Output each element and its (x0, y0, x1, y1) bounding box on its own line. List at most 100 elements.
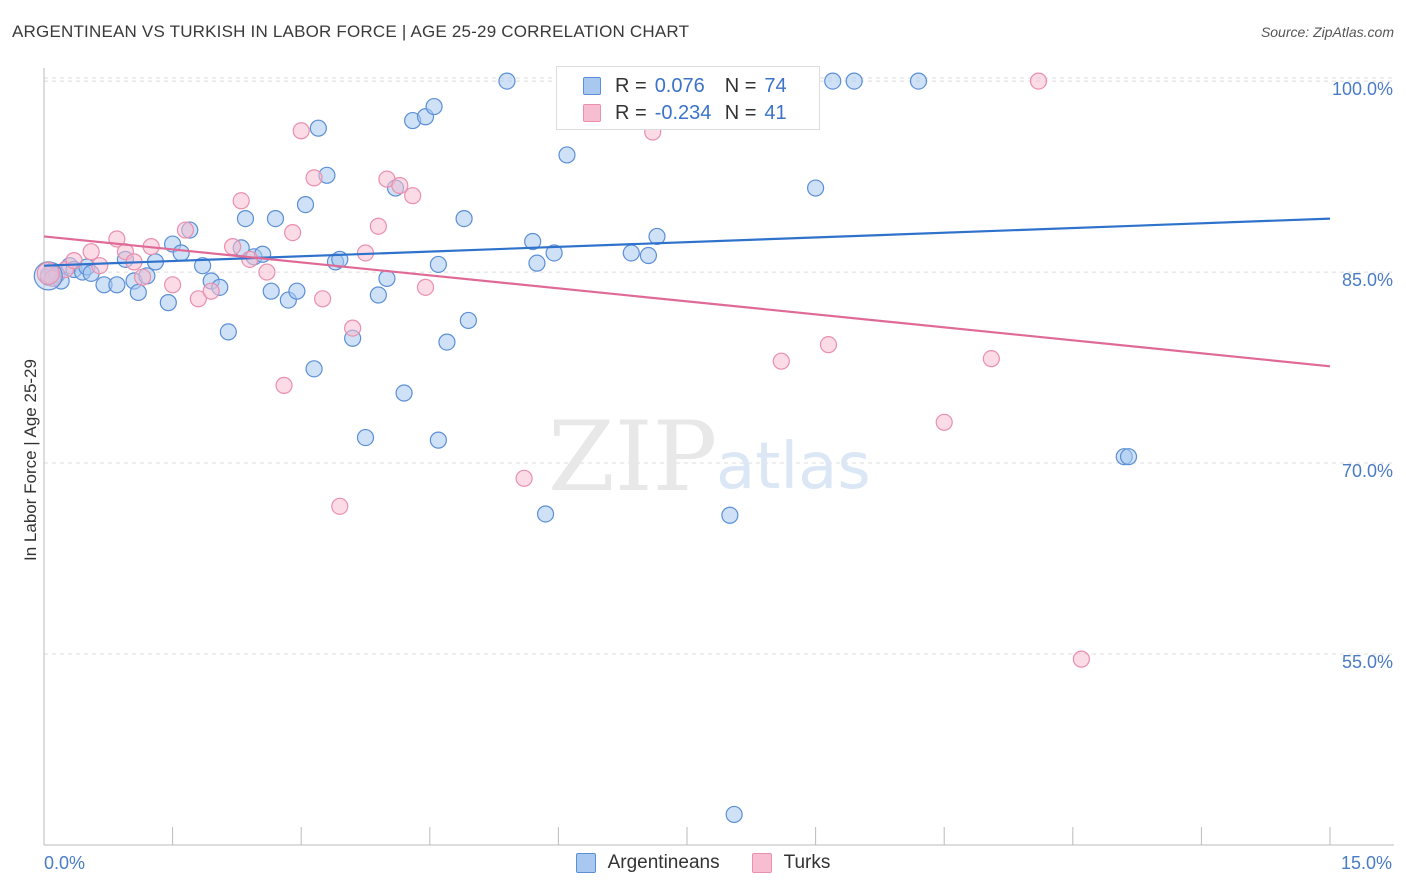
trend-line-turks (43, 235, 1331, 368)
point-turks (36, 261, 60, 285)
point-argentineans (438, 333, 456, 351)
point-turks (515, 469, 533, 487)
point-argentineans (236, 210, 255, 228)
point-turks (275, 376, 293, 394)
point-argentineans (288, 282, 306, 300)
y-axis-label: In Labor Force | Age 25-29 (21, 359, 40, 561)
point-turks (331, 497, 349, 515)
legend-r-label: R = (615, 74, 647, 97)
point-turks (344, 319, 362, 337)
point-argentineans (622, 244, 640, 262)
point-turks (1029, 72, 1048, 90)
legend-r-value: 0.076 (654, 74, 705, 97)
stats-legend: R = 0.076 N = 74 R = -0.234 N = 41 (556, 66, 820, 130)
point-argentineans (159, 294, 177, 312)
point-argentineans (498, 72, 516, 90)
point-argentineans (309, 119, 327, 137)
point-argentineans (194, 257, 212, 275)
point-argentineans (1119, 448, 1138, 466)
point-turks (133, 268, 152, 286)
point-argentineans (824, 72, 842, 90)
point-argentineans (425, 97, 443, 116)
point-argentineans (296, 195, 315, 214)
point-argentineans (108, 276, 126, 294)
point-argentineans (545, 244, 563, 262)
watermark-atlas: atlas (716, 430, 871, 504)
point-argentineans (378, 269, 396, 288)
y-tick-label: 85.0% (1342, 270, 1393, 290)
point-argentineans (429, 431, 447, 449)
legend-item-turks: Turks (751, 852, 831, 874)
point-argentineans (429, 255, 447, 274)
point-argentineans (909, 72, 928, 90)
legend-row-turks: R = -0.234 N = 41 (583, 100, 787, 126)
point-argentineans (455, 210, 473, 228)
legend-n-value: 41 (764, 101, 787, 124)
point-argentineans (648, 227, 666, 246)
point-turks (819, 336, 838, 354)
point-turks (314, 290, 332, 308)
point-argentineans (721, 506, 739, 524)
x-tick-label-min: 0.0% (44, 853, 85, 873)
legend-swatch-argentineans (575, 853, 596, 873)
legend-swatch-turks (751, 853, 772, 873)
point-turks (91, 257, 109, 275)
point-turks (224, 238, 242, 256)
point-argentineans (524, 232, 542, 251)
point-turks (232, 192, 250, 210)
point-argentineans (528, 254, 546, 272)
point-argentineans (356, 428, 375, 447)
point-turks (65, 252, 83, 270)
y-tick-label: 100.0% (1332, 79, 1393, 99)
legend-n-value: 74 (764, 74, 787, 97)
point-argentineans (129, 283, 147, 302)
watermark-zip: ZIP (548, 401, 717, 513)
axes-layer: 55.0% 70.0% 85.0% 100.0% (43, 68, 1394, 846)
point-argentineans (369, 286, 387, 304)
point-argentineans (459, 311, 477, 330)
x-tick-label-max: 15.0% (1341, 853, 1392, 873)
point-turks (292, 122, 310, 140)
y-tick-label: 70.0% (1342, 461, 1393, 481)
legend-item-argentineans: Argentineans (575, 852, 720, 874)
point-argentineans (262, 282, 280, 300)
point-argentineans (725, 805, 743, 824)
y-tick-label: 55.0% (1342, 652, 1393, 672)
point-turks (284, 224, 302, 242)
point-turks (391, 176, 409, 195)
point-turks (369, 217, 387, 235)
point-turks (82, 243, 100, 261)
legend-n-label: N = (724, 74, 757, 97)
point-argentineans (172, 244, 190, 262)
source-label: Source: ZipAtlas.com (1260, 24, 1394, 40)
point-turks (258, 263, 276, 281)
point-turks (189, 290, 207, 308)
series-legend: Argentineans Turks (0, 852, 1406, 874)
legend-label-turks: Turks (783, 852, 831, 873)
point-argentineans (305, 360, 323, 378)
point-argentineans (639, 246, 658, 265)
legend-label-argentineans: Argentineans (607, 852, 720, 873)
point-turks (164, 276, 182, 294)
trend-layer (43, 217, 1331, 368)
legend-swatch-blue (583, 77, 601, 95)
legend-n-label: N = (724, 101, 757, 124)
point-turks (1072, 650, 1090, 668)
point-turks (772, 352, 790, 370)
point-turks (982, 350, 1000, 368)
legend-r-label: R = (615, 101, 647, 124)
point-turks (176, 221, 195, 239)
point-argentineans (536, 505, 555, 523)
point-argentineans (219, 323, 237, 341)
grid-layer (44, 77, 1394, 655)
point-argentineans (558, 146, 576, 164)
legend-swatch-pink (583, 104, 601, 122)
point-turks (202, 282, 220, 300)
point-turks (305, 169, 323, 187)
point-argentineans (845, 72, 863, 90)
point-turks (416, 278, 435, 296)
legend-row-argentineans: R = 0.076 N = 74 (583, 73, 787, 99)
point-turks (43, 269, 62, 288)
point-argentineans (806, 179, 825, 197)
